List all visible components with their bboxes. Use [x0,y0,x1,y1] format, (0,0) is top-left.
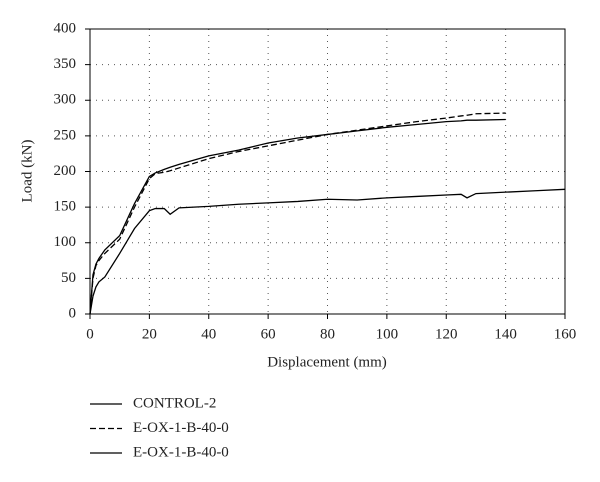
series-line [89,118,506,315]
x-tick-label: 40 [201,326,216,342]
legend-label: E-OX-1-B-40-0 [133,420,229,436]
y-tick-label: 300 [54,92,77,108]
legend-label: CONTROL-2 [133,395,216,411]
x-axis-label: Displacement (mm) [267,354,387,370]
y-tick-label: 50 [61,270,76,286]
y-tick-label: 0 [69,305,77,321]
x-tick-label: 60 [261,326,276,342]
y-tick-label: 250 [54,127,77,143]
x-tick-label: 80 [320,326,335,342]
y-tick-label: 350 [54,56,77,72]
y-tick-label: 200 [54,163,77,179]
legend-label: E-OX-1-B-40-0 [133,444,229,460]
x-tick-label: 160 [554,326,577,342]
x-tick-label: 140 [494,326,517,342]
x-tick-label: 0 [86,326,94,342]
x-tick-label: 120 [435,326,458,342]
series-line [89,112,506,315]
x-tick-label: 100 [376,326,399,342]
series-line [89,188,566,315]
y-tick-label: 150 [54,199,77,215]
y-tick-label: 400 [54,20,77,36]
x-tick-label: 20 [142,326,157,342]
y-tick-label: 100 [54,234,77,250]
plot-frame [89,28,566,315]
y-axis-label: Load (kN) [19,140,35,203]
